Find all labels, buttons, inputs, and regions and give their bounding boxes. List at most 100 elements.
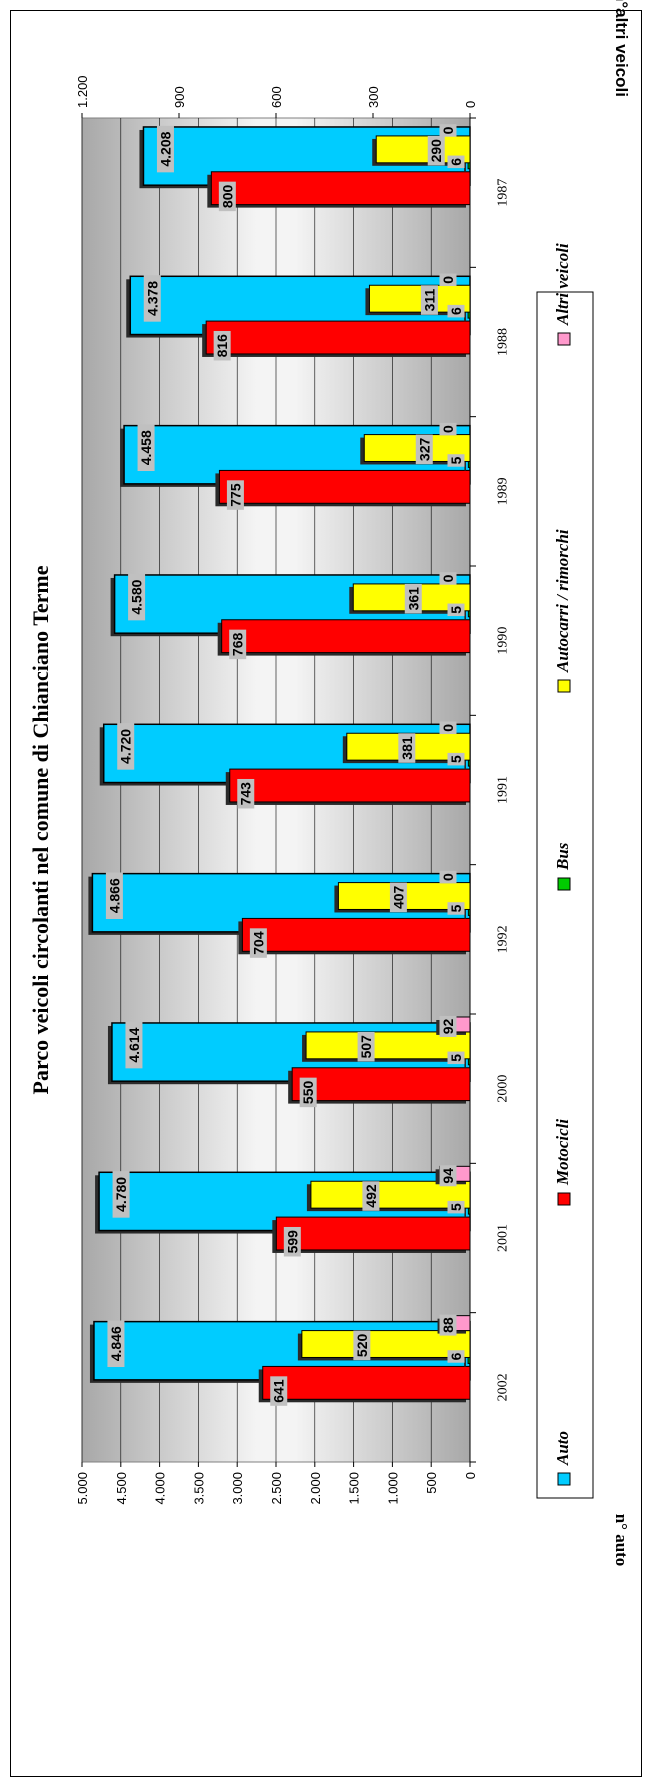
label-motocicli: 641 — [271, 1379, 287, 1403]
left-axis-tick-label: 3.500 — [191, 1472, 206, 1505]
label-autocarri-bg — [398, 733, 416, 763]
label-auto-bg — [125, 1021, 143, 1069]
label-altri: 0 — [440, 276, 456, 284]
category-label: 1991 — [496, 776, 511, 804]
bar-motocicli — [291, 1067, 471, 1102]
label-bus-bg — [447, 603, 465, 617]
label-altri: 92 — [440, 1018, 456, 1034]
legend-swatch — [557, 1472, 571, 1486]
label-motocicli: 800 — [219, 185, 235, 209]
label-altri: 0 — [440, 724, 456, 732]
left-axis-tick-label: 4.500 — [114, 1472, 129, 1505]
label-autocarri-bg — [389, 882, 407, 913]
label-motocicli-bg — [237, 778, 255, 809]
category-label: 2001 — [496, 1224, 511, 1252]
bar-autocarri — [305, 1031, 471, 1060]
label-auto: 4.720 — [118, 729, 134, 764]
label-bus: 6 — [448, 1352, 464, 1360]
label-altri: 88 — [440, 1317, 456, 1333]
category-label: 1989 — [496, 477, 511, 505]
label-bus-bg — [447, 752, 465, 766]
label-auto: 4.780 — [113, 1177, 129, 1212]
label-bus-bg — [447, 304, 465, 318]
left-axis-tick-label: 4.000 — [153, 1472, 168, 1505]
label-motocicli-bg — [213, 330, 231, 361]
bar-motocicli — [275, 1216, 471, 1251]
label-bus: 5 — [448, 606, 464, 614]
label-autocarri: 407 — [390, 885, 406, 909]
label-auto: 4.866 — [106, 878, 122, 913]
label-bus-bg — [447, 155, 465, 169]
label-altri: 0 — [440, 873, 456, 881]
left-axis-tick-label: 5.000 — [75, 1472, 90, 1505]
legend-box — [536, 291, 594, 1499]
label-bus: 5 — [448, 456, 464, 464]
legend-label: Auto — [553, 1431, 572, 1466]
label-auto: 4.614 — [126, 1027, 142, 1062]
label-altri-bg — [439, 273, 457, 287]
bar-motocicli — [229, 768, 471, 803]
legend-label: Autocarri / rimorchi — [553, 529, 572, 673]
chart-title: Parco veicoli circolanti nel comune di C… — [28, 565, 53, 1094]
bar-motocicli — [205, 320, 471, 355]
label-altri-bg — [439, 572, 457, 585]
label-auto-bg — [128, 573, 146, 621]
label-motocicli: 743 — [238, 782, 254, 806]
legend-swatch — [557, 1192, 571, 1206]
label-bus: 6 — [448, 158, 464, 166]
label-motocicli: 599 — [284, 1230, 300, 1254]
legend-swatch — [557, 877, 571, 891]
label-motocicli: 816 — [214, 334, 230, 358]
label-altri-bg — [439, 124, 457, 137]
label-altri-bg — [439, 422, 457, 436]
left-axis-tick-label: 0 — [463, 1472, 478, 1479]
right-axis-label: n°altri veicoli — [612, 0, 631, 97]
left-axis-tick-label: 1.000 — [385, 1472, 400, 1505]
category-label: 2000 — [496, 1075, 511, 1103]
label-autocarri: 311 — [421, 289, 437, 312]
label-altri-bg — [439, 1015, 457, 1037]
legend-label: Motocicli — [553, 1119, 572, 1186]
category-label: 1988 — [496, 328, 511, 356]
label-bus-bg — [447, 1350, 465, 1363]
label-bus-bg — [447, 1051, 465, 1065]
legend-label: Bus — [553, 842, 572, 871]
label-auto: 4.378 — [144, 281, 160, 316]
label-motocicli-bg — [283, 1226, 301, 1257]
label-altri-bg — [439, 1165, 457, 1187]
label-altri: 94 — [440, 1168, 456, 1184]
category-label: 1992 — [496, 925, 511, 953]
left-axis-tick-label: 2.500 — [269, 1472, 284, 1505]
bar-motocicli — [210, 171, 471, 206]
right-axis-tick-label: 600 — [269, 86, 284, 108]
right-axis-tick-label: 0 — [463, 101, 478, 108]
label-autocarri-bg — [427, 135, 445, 166]
right-axis-tick-label: 300 — [366, 86, 381, 108]
label-autocarri-bg — [420, 285, 438, 315]
bar-motocicli — [221, 619, 471, 654]
label-auto-bg — [107, 1320, 125, 1368]
label-autocarri-bg — [404, 583, 422, 614]
label-motocicli: 775 — [227, 483, 243, 507]
label-motocicli-bg — [218, 181, 236, 212]
label-altri-bg — [439, 721, 457, 735]
label-auto-bg — [137, 424, 155, 472]
label-bus: 6 — [448, 307, 464, 315]
label-autocarri: 492 — [363, 1184, 379, 1208]
label-autocarri-bg — [362, 1181, 380, 1211]
label-auto: 4.580 — [129, 579, 145, 614]
label-altri: 0 — [440, 126, 456, 134]
label-auto-bg — [117, 723, 135, 770]
label-auto: 4.458 — [138, 430, 154, 465]
left-axis-tick-label: 2.000 — [308, 1472, 323, 1505]
right-axis-tick-label: 1.200 — [75, 75, 90, 108]
label-altri-bg — [439, 1314, 457, 1336]
label-auto: 4.208 — [157, 131, 173, 166]
label-motocicli-bg — [226, 480, 244, 510]
label-altri-bg — [439, 870, 457, 884]
bar-motocicli — [241, 917, 471, 952]
label-autocarri: 507 — [358, 1035, 374, 1059]
label-bus-bg — [447, 454, 465, 467]
label-autocarri: 327 — [416, 437, 432, 461]
label-bus: 5 — [448, 1203, 464, 1211]
